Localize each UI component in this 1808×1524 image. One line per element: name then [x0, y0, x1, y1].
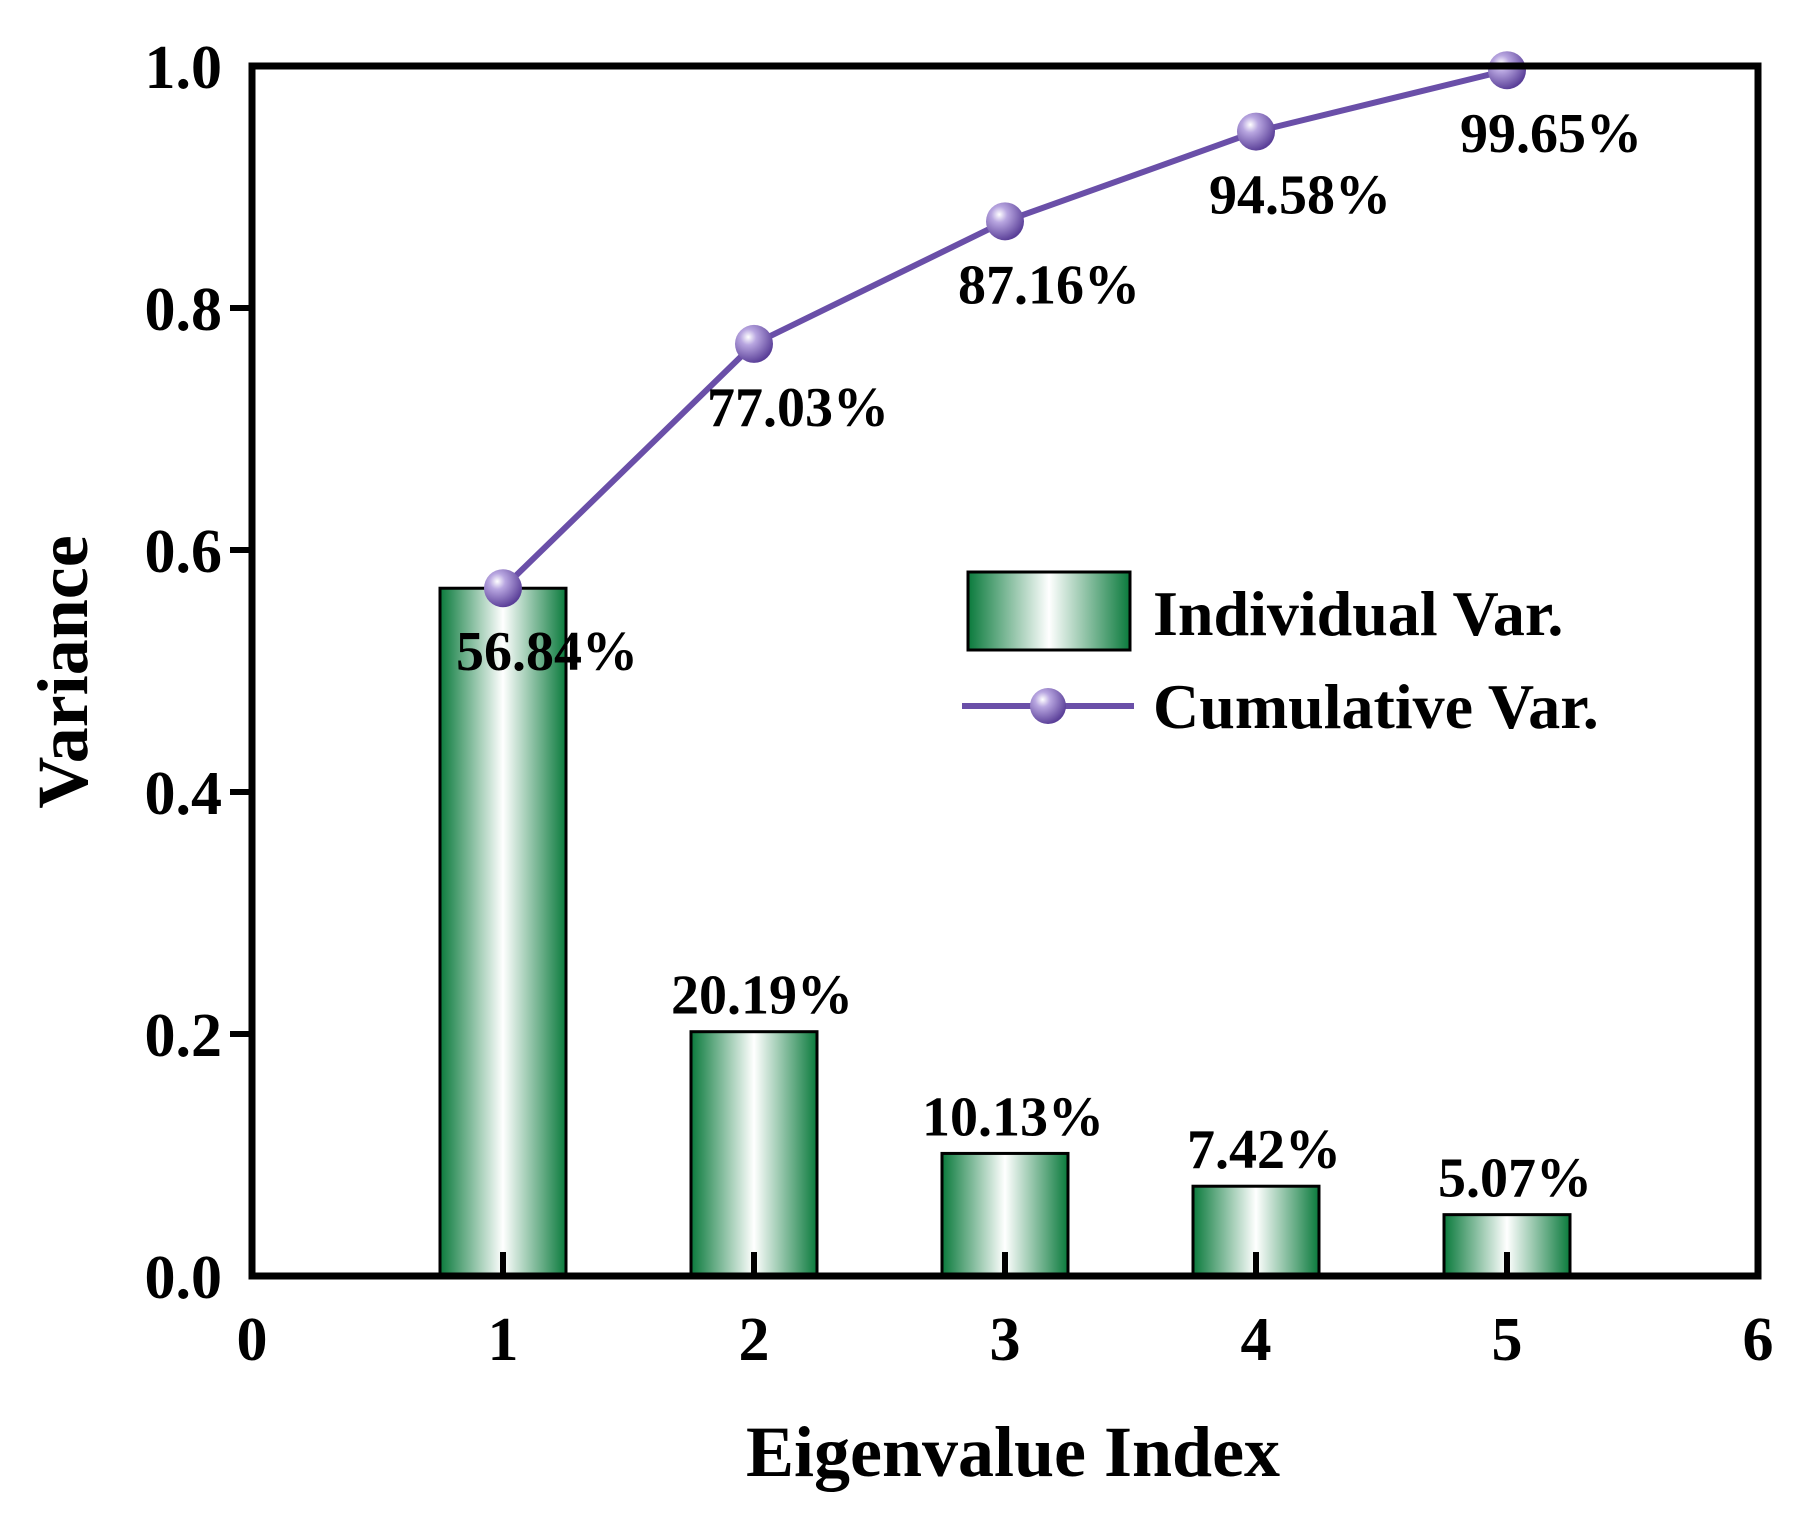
x-tick-label-4: 4 — [1241, 1306, 1272, 1374]
axis-ticks: 0 1 2 3 4 5 6 0.0 0.2 0.4 0.6 0.8 1.0 — [145, 34, 1774, 1374]
bar-value-label-5: 5.07% — [1438, 1148, 1592, 1210]
y-tick-label-0.8: 0.8 — [145, 276, 223, 344]
x-tick-label-0: 0 — [237, 1306, 268, 1374]
x-tick-label-6: 6 — [1743, 1306, 1774, 1374]
cumulative-line-series — [484, 51, 1526, 608]
bar-2 — [689, 1030, 819, 1278]
bar-1 — [438, 586, 568, 1278]
cumulative-point-3 — [986, 202, 1024, 241]
bar-value-label-3: 10.13% — [922, 1086, 1104, 1148]
x-tick-label-3: 3 — [990, 1306, 1021, 1374]
bar-series — [438, 586, 1572, 1278]
legend-marker-swatch — [1030, 688, 1066, 724]
cumulative-line — [500, 67, 1508, 591]
bar-value-label-4: 7.42% — [1187, 1119, 1341, 1181]
data-labels: 20.19% 10.13% 7.42% 5.07% 56.84% 77.03% 87.16%… — [456, 103, 1642, 1209]
cumulative-point-1 — [484, 569, 522, 608]
cumulative-point-5 — [1488, 51, 1526, 90]
cumulative-point-4 — [1237, 112, 1275, 151]
y-tick-label-1.0: 1.0 — [145, 34, 223, 102]
legend: Individual Var. Cumulative Var. — [962, 570, 1599, 742]
y-tick-label-0.2: 0.2 — [145, 1002, 223, 1070]
legend-bar-swatch — [966, 570, 1132, 652]
x-tick-label-1: 1 — [488, 1306, 519, 1374]
y-tick-label-0.0: 0.0 — [145, 1244, 223, 1312]
x-axis-title: Eigenvalue Index — [746, 1412, 1280, 1492]
cumulative-value-label-1: 56.84% — [456, 621, 638, 683]
cumulative-value-label-3: 87.16% — [958, 254, 1140, 316]
y-axis-title: Variance — [23, 535, 103, 808]
cumulative-value-label-4: 94.58% — [1209, 165, 1391, 227]
legend-label-cumulative: Cumulative Var. — [1153, 671, 1599, 742]
cumulative-value-label-5: 99.65% — [1460, 103, 1642, 165]
y-tick-label-0.6: 0.6 — [145, 518, 223, 586]
x-tick-label-5: 5 — [1492, 1306, 1523, 1374]
cumulative-point-2 — [735, 324, 773, 363]
y-tick-label-0.4: 0.4 — [145, 760, 223, 828]
x-tick-label-2: 2 — [739, 1306, 770, 1374]
cumulative-value-label-2: 77.03% — [707, 377, 889, 439]
bar-value-label-2: 20.19% — [671, 965, 853, 1027]
legend-label-individual: Individual Var. — [1153, 578, 1563, 649]
